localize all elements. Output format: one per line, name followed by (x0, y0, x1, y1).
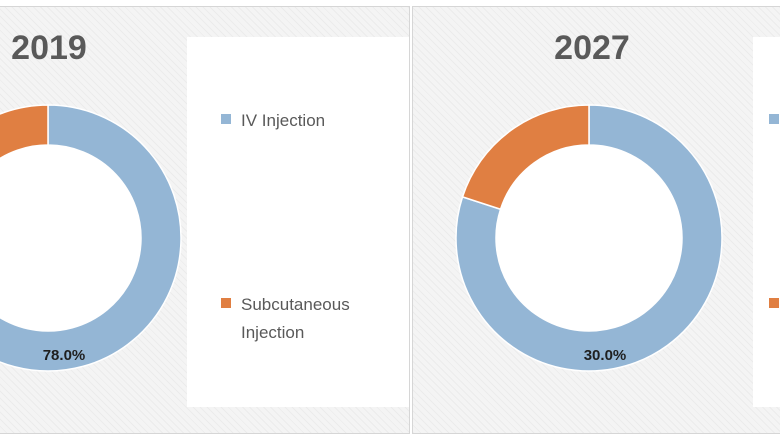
legend-swatch (769, 298, 779, 308)
legend-swatch (221, 114, 231, 124)
legend-swatch (221, 298, 231, 308)
donut-hole (0, 145, 141, 331)
data-label: 78.0% (43, 347, 86, 364)
legend-swatch (769, 114, 779, 124)
donut-hole (496, 145, 682, 331)
donut-chart-2027: 30.0% (455, 104, 723, 372)
legend-label: IV Injection (241, 111, 326, 130)
donut-chart-2019: 78.0% (0, 104, 182, 372)
chart-title: 2019 (11, 29, 87, 67)
donut-slice-subcutaneous-injection (0, 104, 49, 160)
chart-panel-2027: 2027 30.0% IV Injection Subcutaneous Inj… (412, 6, 780, 434)
chart-title: 2027 (554, 29, 630, 67)
legend: IV Injection Subcutaneous Injection (753, 37, 780, 407)
data-label: 30.0% (584, 347, 627, 364)
chart-panel-2019: 2019 78.0% IV Injection Subcutaneous Inj… (0, 6, 410, 434)
legend: IV Injection Subcutaneous Injection (187, 37, 409, 407)
legend-label: Subcutaneous Injection (241, 295, 350, 342)
